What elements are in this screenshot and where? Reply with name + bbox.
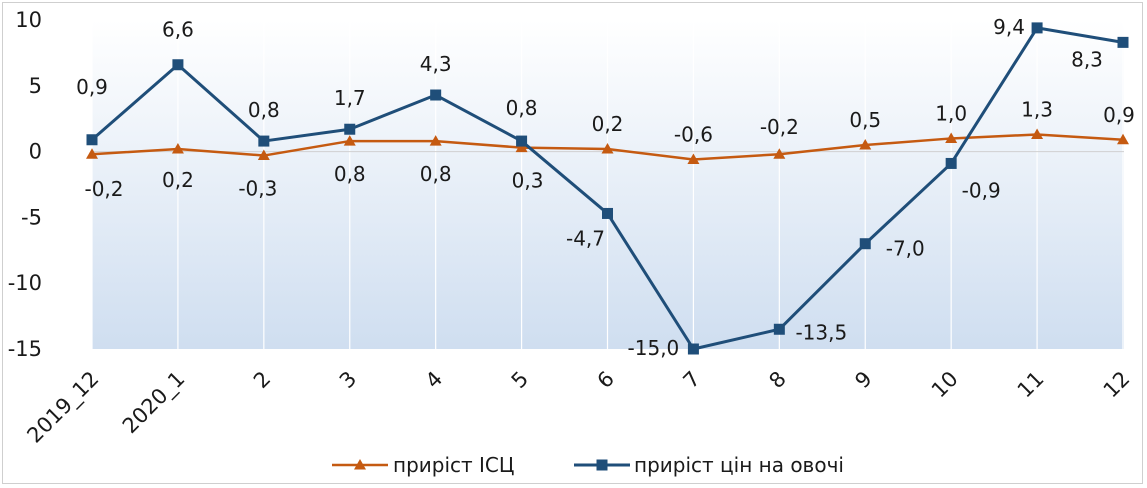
data-label-vegetables: -13,5 <box>795 320 847 344</box>
data-label-cpi: 0,8 <box>420 162 452 186</box>
x-tick-label: 12 <box>1099 367 1135 403</box>
data-point-triangle <box>429 135 442 146</box>
data-point-triangle <box>86 148 98 159</box>
x-tick-label: 4 <box>421 367 447 393</box>
data-point-square <box>687 343 699 355</box>
data-point-square <box>516 135 528 147</box>
data-label-vegetables: 0,9 <box>76 75 108 99</box>
x-tick-label: 2 <box>249 367 275 393</box>
x-tick-label: 5 <box>507 367 533 393</box>
x-tick-label: 8 <box>764 367 790 393</box>
y-tick-label: -10 <box>8 271 42 295</box>
data-label-cpi: 0,3 <box>512 169 544 193</box>
data-label-vegetables: 1,7 <box>334 86 366 110</box>
data-label-vegetables: -7,0 <box>886 237 925 261</box>
data-point-triangle <box>343 135 356 146</box>
data-labels: -0,2 0,2 -0,3 0,8 0,8 0,3 0,2 -0,6 -0,2 0,5 1,0 1,3… <box>76 15 1135 360</box>
x-tick-label: 10 <box>927 367 963 403</box>
data-label-cpi: -0,2 <box>84 177 123 201</box>
data-point-square <box>172 59 184 71</box>
data-label-cpi: 0,9 <box>1103 103 1135 127</box>
data-label-vegetables: 0,8 <box>506 96 538 120</box>
data-point-square <box>602 207 613 219</box>
legend-marker-square <box>596 459 608 471</box>
y-tick-label: 5 <box>29 74 42 98</box>
y-tick-label: 10 <box>15 8 42 32</box>
data-point-triangle <box>171 142 184 154</box>
data-label-cpi: -0,6 <box>674 122 713 146</box>
data-label-cpi: -0,2 <box>760 115 799 139</box>
data-label-cpi: 1,0 <box>935 101 967 125</box>
data-label-vegetables: -4,7 <box>566 226 605 250</box>
data-point-triangle <box>601 142 614 154</box>
data-label-cpi: 0,2 <box>162 168 194 192</box>
series-group <box>86 22 1129 355</box>
data-point-triangle <box>257 149 270 161</box>
data-label-cpi: 0,8 <box>334 162 366 186</box>
x-tick-label: 2019_12 <box>22 367 104 449</box>
x-tick-label: 11 <box>1013 367 1049 403</box>
data-point-triangle <box>515 141 528 153</box>
data-label-cpi: 0,5 <box>849 108 881 132</box>
x-axis: 2019_12 2020_1 2 3 4 5 6 7 8 9 10 11 12 <box>22 367 1134 449</box>
y-tick-label: 0 <box>29 140 42 164</box>
data-point-triangle <box>945 132 958 143</box>
data-point-square <box>86 134 98 146</box>
y-axis: 10 5 0 -5 -10 -15 <box>8 8 42 361</box>
data-label-vegetables: 6,6 <box>162 18 194 42</box>
data-point-square <box>945 157 957 169</box>
x-tick-label: 3 <box>335 367 361 393</box>
data-point-square <box>430 89 442 101</box>
data-label-vegetables: -15,0 <box>628 336 680 360</box>
x-tick-label: 6 <box>593 367 619 393</box>
x-tick-label: 7 <box>679 367 705 393</box>
y-tick-label: -15 <box>8 337 42 361</box>
data-label-vegetables: 8,3 <box>1071 47 1103 71</box>
data-point-triangle <box>1031 128 1044 139</box>
data-label-vegetables: 4,3 <box>420 52 452 76</box>
data-point-triangle <box>773 148 786 159</box>
data-label-vegetables: -0,9 <box>962 178 1001 202</box>
data-label-cpi: 1,3 <box>1021 97 1053 121</box>
data-point-triangle <box>1117 133 1129 145</box>
data-point-triangle <box>859 139 872 150</box>
data-label-vegetables: 0,8 <box>248 98 280 122</box>
data-point-square <box>1117 36 1129 48</box>
legend-marker-triangle <box>354 459 366 470</box>
x-tick-label: 2020_1 <box>118 367 190 439</box>
legend: приріст ІСЦ приріст цін на овочі <box>332 453 844 477</box>
data-point-square <box>1031 22 1043 34</box>
x-tick-label: 9 <box>850 367 876 393</box>
legend-label-cpi: приріст ІСЦ <box>393 453 514 477</box>
y-tick-label: -5 <box>21 205 42 229</box>
data-point-square <box>859 238 871 250</box>
grid-lines <box>91 20 1124 349</box>
legend-label-vegetables: приріст цін на овочі <box>634 453 844 477</box>
data-point-square <box>773 323 785 335</box>
data-label-vegetables: 9,4 <box>993 15 1025 39</box>
data-label-cpi: 0,2 <box>592 112 624 136</box>
data-point-square <box>258 135 270 147</box>
data-label-cpi: -0,3 <box>238 177 277 201</box>
data-point-square <box>344 123 356 135</box>
data-point-triangle <box>687 153 700 164</box>
